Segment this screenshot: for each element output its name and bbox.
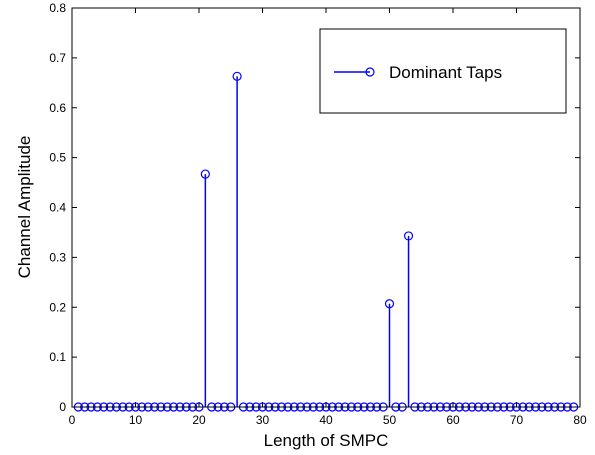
y-tick-label: 0.7 — [49, 51, 66, 65]
y-tick-label: 0.4 — [49, 201, 66, 215]
stem-marker — [384, 299, 395, 309]
stem-marker — [403, 231, 414, 241]
y-axis-label: Channel Amplitude — [15, 136, 34, 279]
x-tick-label: 20 — [192, 413, 206, 427]
x-axis-label: Length of SMPC — [264, 431, 389, 450]
y-tick-label: 0.6 — [49, 101, 66, 115]
stem-marker — [200, 169, 210, 179]
x-tick-label: 0 — [69, 413, 76, 427]
y-tick-label: 0.8 — [49, 1, 66, 15]
legend: Dominant Taps — [319, 28, 567, 114]
x-tick-label: 80 — [573, 413, 587, 427]
legend-label: Dominant Taps — [389, 63, 502, 82]
y-tick-label: 0.3 — [49, 250, 66, 264]
x-tick-label: 40 — [319, 413, 333, 427]
y-tick-label: 0 — [59, 400, 66, 414]
x-tick-label: 30 — [256, 413, 270, 427]
x-tick-label: 50 — [383, 413, 397, 427]
legend-box — [319, 28, 567, 114]
y-tick-label: 0.1 — [49, 350, 66, 364]
y-tick-label: 0.5 — [49, 151, 66, 165]
x-tick-label: 70 — [510, 413, 524, 427]
stem-marker — [232, 71, 242, 81]
x-tick-label: 60 — [446, 413, 460, 427]
legend-marker — [365, 67, 375, 77]
x-tick-label: 10 — [129, 413, 143, 427]
axis-ticks: 0 10 20 30 40 50 60 70 80 0 0.1 0.2 0.3 0.4 0.5 0.6 0.7 0… — [49, 1, 587, 427]
y-tick-label: 0.2 — [49, 300, 66, 314]
